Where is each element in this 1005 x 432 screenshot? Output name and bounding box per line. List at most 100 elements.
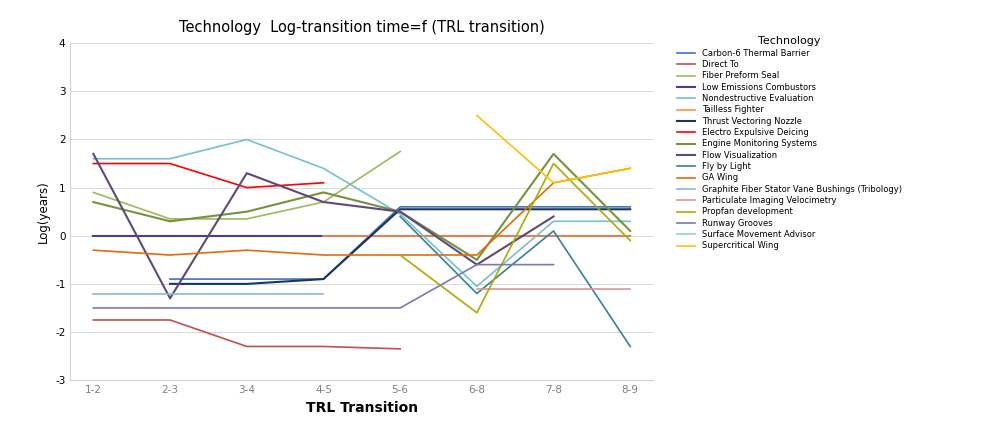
Graphite Fiber Stator Vane Bushings (Tribology) <box>164 291 176 296</box>
Engine Monitoring Systems <box>87 200 99 205</box>
Nondestructive Evaluation <box>87 156 99 161</box>
Line: Fiber Preform Seal: Fiber Preform Seal <box>93 152 400 219</box>
Particulate Imaging Velocimetry <box>548 286 560 291</box>
GA Wing <box>318 252 330 257</box>
Graphite Fiber Stator Vane Bushings (Tribology) <box>87 291 99 296</box>
Line: Runway Grooves: Runway Grooves <box>93 265 554 308</box>
Carbon-6 Thermal Barrier <box>548 204 560 210</box>
Thrust Vectoring Nozzle <box>318 276 330 282</box>
Nondestructive Evaluation <box>241 137 253 142</box>
Flow Visualization <box>470 262 482 267</box>
Runway Grooves <box>87 305 99 311</box>
Y-axis label: Log(years): Log(years) <box>36 180 49 243</box>
GA Wing <box>548 180 560 185</box>
Low Emissions Combustors <box>548 233 560 238</box>
Flow Visualization <box>87 151 99 156</box>
Line: Electro Expulsive Deicing: Electro Expulsive Deicing <box>93 164 324 187</box>
Thrust Vectoring Nozzle <box>470 206 482 212</box>
Electro Expulsive Deicing <box>164 161 176 166</box>
Propfan development <box>394 252 406 257</box>
Fly by Light <box>624 344 636 349</box>
Carbon-6 Thermal Barrier <box>624 204 636 210</box>
Thrust Vectoring Nozzle <box>394 206 406 212</box>
Flow Visualization <box>318 200 330 205</box>
Line: Propfan development: Propfan development <box>400 164 630 313</box>
Legend: Carbon-6 Thermal Barrier, Direct To, Fiber Preform Seal, Low Emissions Combustor: Carbon-6 Thermal Barrier, Direct To, Fib… <box>676 36 901 251</box>
Line: Carbon-6 Thermal Barrier: Carbon-6 Thermal Barrier <box>170 207 630 279</box>
Line: GA Wing: GA Wing <box>93 168 630 255</box>
Thrust Vectoring Nozzle <box>241 281 253 286</box>
Engine Monitoring Systems <box>470 257 482 262</box>
Thrust Vectoring Nozzle <box>624 206 636 212</box>
Carbon-6 Thermal Barrier <box>470 204 482 210</box>
Fiber Preform Seal <box>241 216 253 222</box>
Fiber Preform Seal <box>394 149 406 154</box>
Low Emissions Combustors <box>164 233 176 238</box>
Flow Visualization <box>241 171 253 176</box>
GA Wing <box>394 252 406 257</box>
X-axis label: TRL Transition: TRL Transition <box>306 400 418 415</box>
Thrust Vectoring Nozzle <box>164 281 176 286</box>
Line: Thrust Vectoring Nozzle: Thrust Vectoring Nozzle <box>170 209 630 284</box>
Line: Flow Visualization: Flow Visualization <box>93 154 554 299</box>
Line: Direct To: Direct To <box>93 320 400 349</box>
Electro Expulsive Deicing <box>318 180 330 185</box>
Direct To <box>394 346 406 352</box>
Nondestructive Evaluation <box>318 166 330 171</box>
Propfan development <box>470 310 482 315</box>
Low Emissions Combustors <box>318 233 330 238</box>
Runway Grooves <box>470 262 482 267</box>
Line: Engine Monitoring Systems: Engine Monitoring Systems <box>93 154 630 260</box>
GA Wing <box>470 252 482 257</box>
Low Emissions Combustors <box>470 233 482 238</box>
Fly by Light <box>470 291 482 296</box>
Low Emissions Combustors <box>624 233 636 238</box>
Nondestructive Evaluation <box>394 212 406 217</box>
GA Wing <box>164 252 176 257</box>
Direct To <box>164 318 176 323</box>
Low Emissions Combustors <box>87 233 99 238</box>
Engine Monitoring Systems <box>624 229 636 234</box>
GA Wing <box>624 166 636 171</box>
Runway Grooves <box>318 305 330 311</box>
Carbon-6 Thermal Barrier <box>164 276 176 282</box>
Runway Grooves <box>164 305 176 311</box>
Thrust Vectoring Nozzle <box>548 206 560 212</box>
Line: Nondestructive Evaluation: Nondestructive Evaluation <box>93 140 630 286</box>
Propfan development <box>624 238 636 243</box>
Low Emissions Combustors <box>394 233 406 238</box>
Flow Visualization <box>394 209 406 214</box>
Direct To <box>318 344 330 349</box>
Fiber Preform Seal <box>318 200 330 205</box>
Electro Expulsive Deicing <box>241 185 253 190</box>
Particulate Imaging Velocimetry <box>470 286 482 291</box>
Fly by Light <box>548 229 560 234</box>
Fiber Preform Seal <box>87 190 99 195</box>
Direct To <box>241 344 253 349</box>
Engine Monitoring Systems <box>241 209 253 214</box>
Runway Grooves <box>548 262 560 267</box>
Electro Expulsive Deicing <box>87 161 99 166</box>
Low Emissions Combustors <box>241 233 253 238</box>
Nondestructive Evaluation <box>624 219 636 224</box>
Engine Monitoring Systems <box>164 219 176 224</box>
Engine Monitoring Systems <box>394 209 406 214</box>
Fly by Light <box>394 214 406 219</box>
Carbon-6 Thermal Barrier <box>318 276 330 282</box>
Graphite Fiber Stator Vane Bushings (Tribology) <box>241 291 253 296</box>
Line: Fly by Light: Fly by Light <box>400 216 630 346</box>
Carbon-6 Thermal Barrier <box>241 276 253 282</box>
Engine Monitoring Systems <box>548 151 560 156</box>
Carbon-6 Thermal Barrier <box>394 204 406 210</box>
Flow Visualization <box>164 296 176 301</box>
Flow Visualization <box>548 214 560 219</box>
Nondestructive Evaluation <box>548 219 560 224</box>
Fiber Preform Seal <box>164 216 176 222</box>
Graphite Fiber Stator Vane Bushings (Tribology) <box>318 291 330 296</box>
Nondestructive Evaluation <box>470 284 482 289</box>
Propfan development <box>548 161 560 166</box>
Engine Monitoring Systems <box>318 190 330 195</box>
Direct To <box>87 318 99 323</box>
GA Wing <box>241 248 253 253</box>
Nondestructive Evaluation <box>164 156 176 161</box>
